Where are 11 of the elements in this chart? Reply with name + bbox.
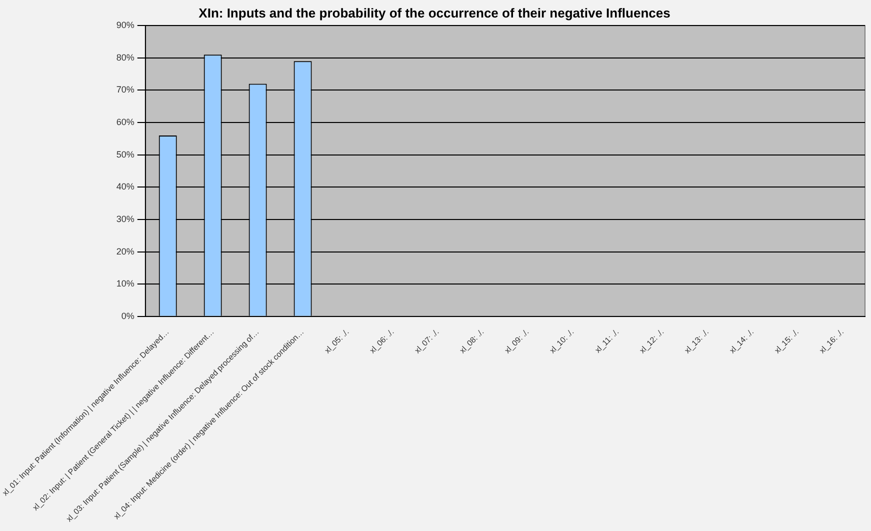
y-tick-label: 40% <box>116 182 134 192</box>
y-tick-label: 70% <box>116 84 134 95</box>
y-tick-label: 10% <box>116 278 134 289</box>
y-tick-label: 0% <box>121 310 134 321</box>
y-tick-label: 90% <box>116 20 134 30</box>
y-tick-label: 20% <box>116 246 134 256</box>
y-tick-label: 30% <box>116 214 134 224</box>
y-tick-label: 60% <box>116 117 134 128</box>
y-tick-label: 80% <box>116 52 134 62</box>
chart-title: XIn: Inputs and the probability of the occurrence of their negative Influences <box>198 5 670 20</box>
y-tick-label: 50% <box>116 149 134 160</box>
